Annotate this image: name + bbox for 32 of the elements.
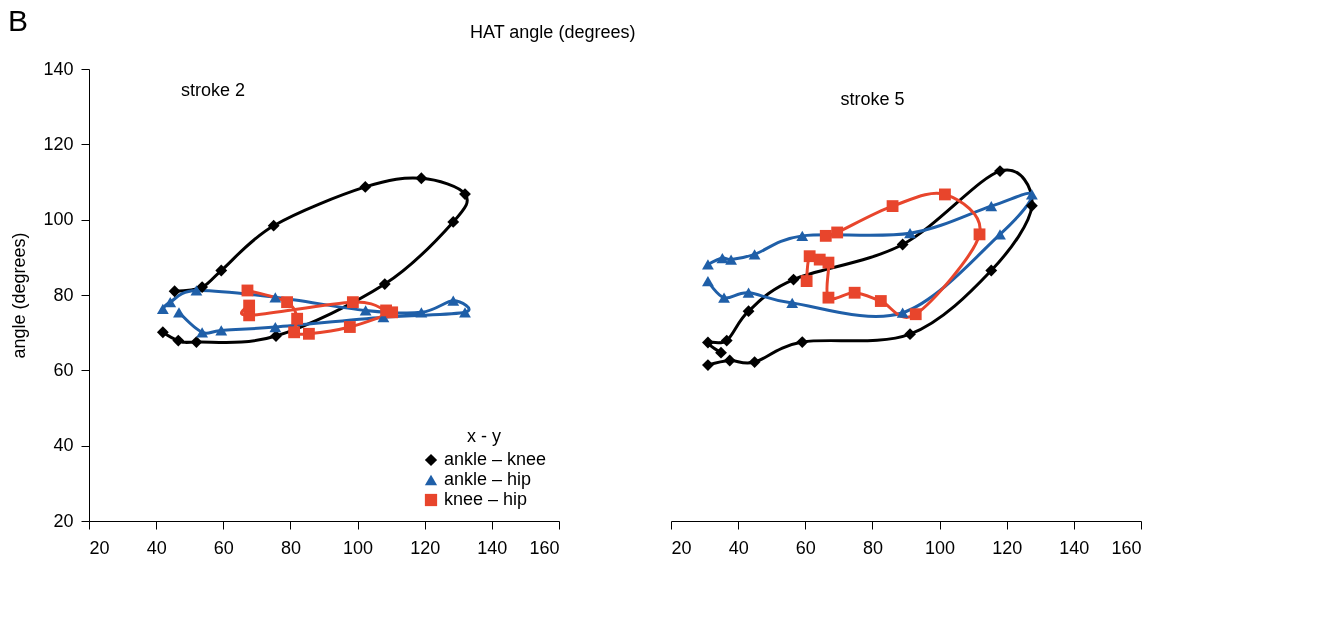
x-tick-label: 20 [89,537,110,558]
text: stroke 5 [840,89,905,109]
x-tick-label: 20 [671,537,692,558]
text: HAT angle (degrees) [470,22,636,43]
x-tick-label: 100 [343,537,374,558]
y-tick-label: 60 [53,359,74,380]
x-tick-label: 60 [795,537,816,558]
x-tick-label: 120 [992,537,1023,558]
y-axis-title: angle (degrees) [9,232,30,359]
x-tick-label: 100 [925,537,956,558]
text: stroke 2 [180,80,245,100]
x-tick-label: 40 [728,537,749,558]
legend-label: ankle – knee [444,449,547,469]
text: B [8,4,29,38]
y-tick-label: 40 [53,435,74,456]
x-tick-label: 60 [213,537,234,558]
x-tick-label: 120 [410,537,441,558]
legend-label: ankle – hip [444,469,532,489]
legend-title: x - y [467,426,501,446]
x-tick-label: 160 [1111,537,1142,558]
y-tick-label: 120 [43,133,74,154]
x-tick-label: 140 [477,537,508,558]
x-tick-label: 160 [529,537,560,558]
y-tick-label: 80 [53,284,74,305]
x-tick-label: 140 [1059,537,1090,558]
y-tick-label: 100 [43,209,74,230]
y-tick-label: 140 [43,58,74,79]
x-tick-label: 40 [146,537,167,558]
legend-label: knee – hip [444,489,528,509]
x-tick-label: 80 [280,537,301,558]
x-tick-label: 80 [862,537,883,558]
y-tick-label: 20 [53,510,74,531]
